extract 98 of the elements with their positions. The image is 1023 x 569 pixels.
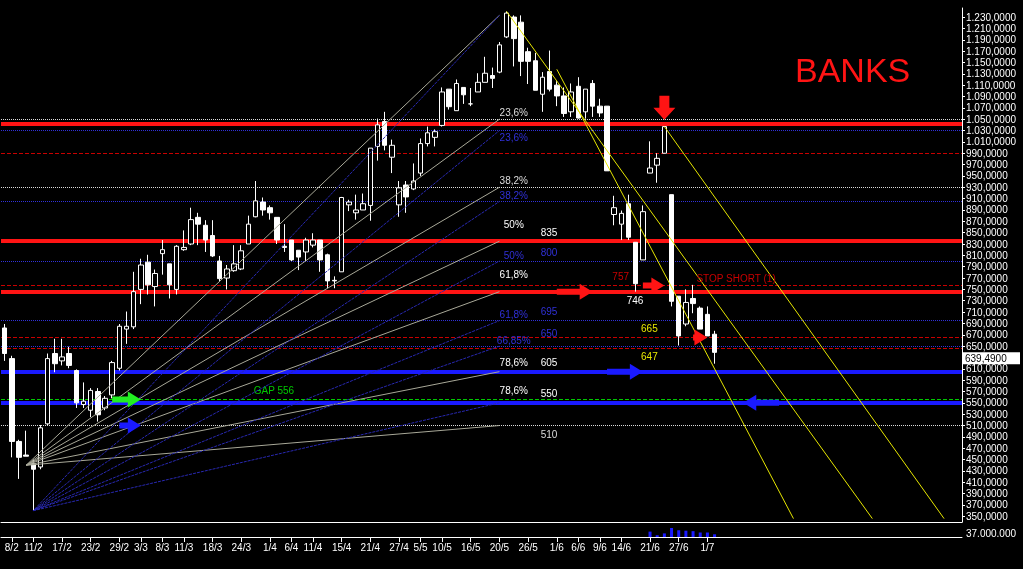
y-tick-label: 450,0000	[966, 454, 1009, 466]
x-tick-label: 1/4	[262, 541, 278, 553]
text: BANKS	[795, 51, 911, 89]
x-tick-label: 15/4	[331, 541, 352, 553]
y-tick-label: 890,0000	[966, 204, 1009, 216]
y-tick-label: 470,0000	[966, 442, 1009, 454]
annotation: 23,6%	[499, 106, 529, 118]
y-tick-label: 1.150,0000	[966, 56, 1017, 68]
y-tick-label: 550,0000	[966, 397, 1009, 409]
annotation: 38,2%	[499, 174, 529, 186]
x-tick-label: 18/3	[202, 541, 223, 553]
x-tick-label: 27/4	[389, 541, 410, 553]
ref-line-label: 647	[641, 351, 659, 363]
ref-line-label: 510	[540, 429, 558, 441]
x-tick-label: 23/2	[80, 541, 101, 553]
y-tick-label: 1.110,0000	[966, 79, 1016, 91]
x-tick-label: 21/4	[360, 541, 381, 553]
y-tick-label: 1.070,0000	[966, 102, 1017, 114]
annotation: 66,85%	[496, 334, 531, 346]
ref-line-label: 605	[540, 357, 558, 369]
y-tick-label: 410,0000	[966, 476, 1009, 488]
x-tick-label: 11/3	[174, 541, 194, 553]
y-tick-label: 910,0000	[966, 193, 1009, 205]
x-tick-label: 8/2	[4, 541, 20, 553]
y-tick-label: 1.050,0000	[966, 113, 1017, 125]
y-tick-label: 1.030,0000	[966, 125, 1017, 137]
x-tick-label: 26/5	[518, 541, 539, 553]
annotation: 50%	[503, 249, 524, 261]
x-tick-label: 6/6	[571, 541, 586, 553]
annotation: 78,6%	[499, 357, 529, 369]
y-tick-label: 1.130,0000	[966, 68, 1017, 80]
y-tick-label: 930,0000	[966, 181, 1009, 193]
y-tick-label: 510,0000	[966, 420, 1009, 432]
text: 37.000.000	[966, 527, 1017, 539]
x-tick-label: 20/5	[489, 541, 510, 553]
annotation: 38,2%	[499, 189, 529, 201]
y-tick-label: 390,0000	[966, 488, 1009, 500]
y-tick-label: 590,0000	[966, 374, 1009, 386]
x-tick-label: 9/6	[592, 541, 608, 553]
x-tick-label: 21/6	[640, 541, 661, 553]
y-tick-label: 770,0000	[966, 272, 1009, 284]
annotation: 61,8%	[499, 269, 529, 281]
y-tick-label: 1.170,0000	[966, 45, 1017, 57]
x-tick-label: 11/4	[303, 541, 323, 553]
x-tick-label: 1/6	[549, 541, 565, 553]
y-tick-label: 1.010,0000	[966, 136, 1017, 148]
ref-line-label: 550	[540, 388, 558, 400]
y-tick-label: 1.230,0000	[966, 11, 1017, 23]
x-tick-label: 27/6	[668, 541, 689, 553]
ref-line-label: 665	[641, 323, 659, 335]
ref-line-label: GAP 556	[253, 384, 295, 396]
x-tick-label: 11/2	[23, 541, 44, 553]
y-tick-label: 530,0000	[966, 408, 1009, 420]
annotation: 61,8%	[499, 309, 529, 321]
y-tick-label: 1.090,0000	[966, 91, 1017, 102]
text: 639,4900	[965, 352, 1008, 364]
y-tick-label: 790,0000	[966, 261, 1009, 273]
y-tick-label: 370,0000	[966, 499, 1009, 511]
y-tick-label: 690,0000	[966, 317, 1009, 329]
ref-line-label: 800	[540, 246, 558, 258]
y-tick-label: 710,0000	[966, 306, 1009, 318]
ref-line-label: 835	[540, 226, 558, 238]
y-tick-label: 950,0000	[966, 170, 1009, 182]
x-tick-label: 29/2	[109, 541, 130, 553]
x-tick-label: 3/3	[133, 541, 149, 553]
y-tick-label: 670,0000	[966, 329, 1009, 341]
y-tick-label: 610,0000	[966, 363, 1009, 375]
y-tick-label: 870,0000	[966, 215, 1009, 227]
y-tick-label: 750,0000	[966, 283, 1009, 295]
y-tick-label: 990,0000	[966, 147, 1009, 159]
annotation: 50%	[503, 218, 524, 230]
annotation: 78,6%	[499, 385, 529, 397]
y-tick-label: 350,0000	[966, 510, 1009, 522]
ref-line-label: 650	[540, 327, 558, 339]
y-tick-label: 570,0000	[966, 386, 1009, 398]
y-tick-label: 650,0000	[966, 340, 1009, 352]
ref-line-label: 757	[612, 270, 630, 282]
x-tick-label: 17/2	[52, 541, 73, 553]
x-tick-label: 1/7	[700, 541, 715, 553]
y-tick-label: 1.190,0000	[966, 34, 1017, 46]
annotation: 23,6%	[499, 132, 529, 144]
x-tick-label: 24/3	[231, 541, 252, 553]
x-tick-label: 8/3	[155, 541, 170, 553]
y-tick-label: 970,0000	[966, 159, 1009, 171]
y-tick-label: 490,0000	[966, 431, 1009, 443]
y-tick-label: 830,0000	[966, 238, 1009, 250]
y-tick-label: 810,0000	[966, 249, 1009, 261]
x-tick-label: 6/4	[284, 541, 299, 553]
ref-line-label: 746	[626, 295, 644, 307]
x-tick-label: 14/6	[611, 541, 632, 553]
x-tick-label: 5/5	[413, 541, 428, 553]
ref-line-label: 695	[540, 306, 558, 318]
y-tick-label: 730,0000	[966, 295, 1009, 307]
x-tick-label: 16/5	[461, 541, 481, 553]
y-tick-label: 430,0000	[966, 465, 1009, 477]
y-tick-label: 1.210,0000	[966, 22, 1017, 34]
y-tick-label: 850,0000	[966, 227, 1009, 239]
x-tick-label: 10/5	[432, 541, 453, 553]
